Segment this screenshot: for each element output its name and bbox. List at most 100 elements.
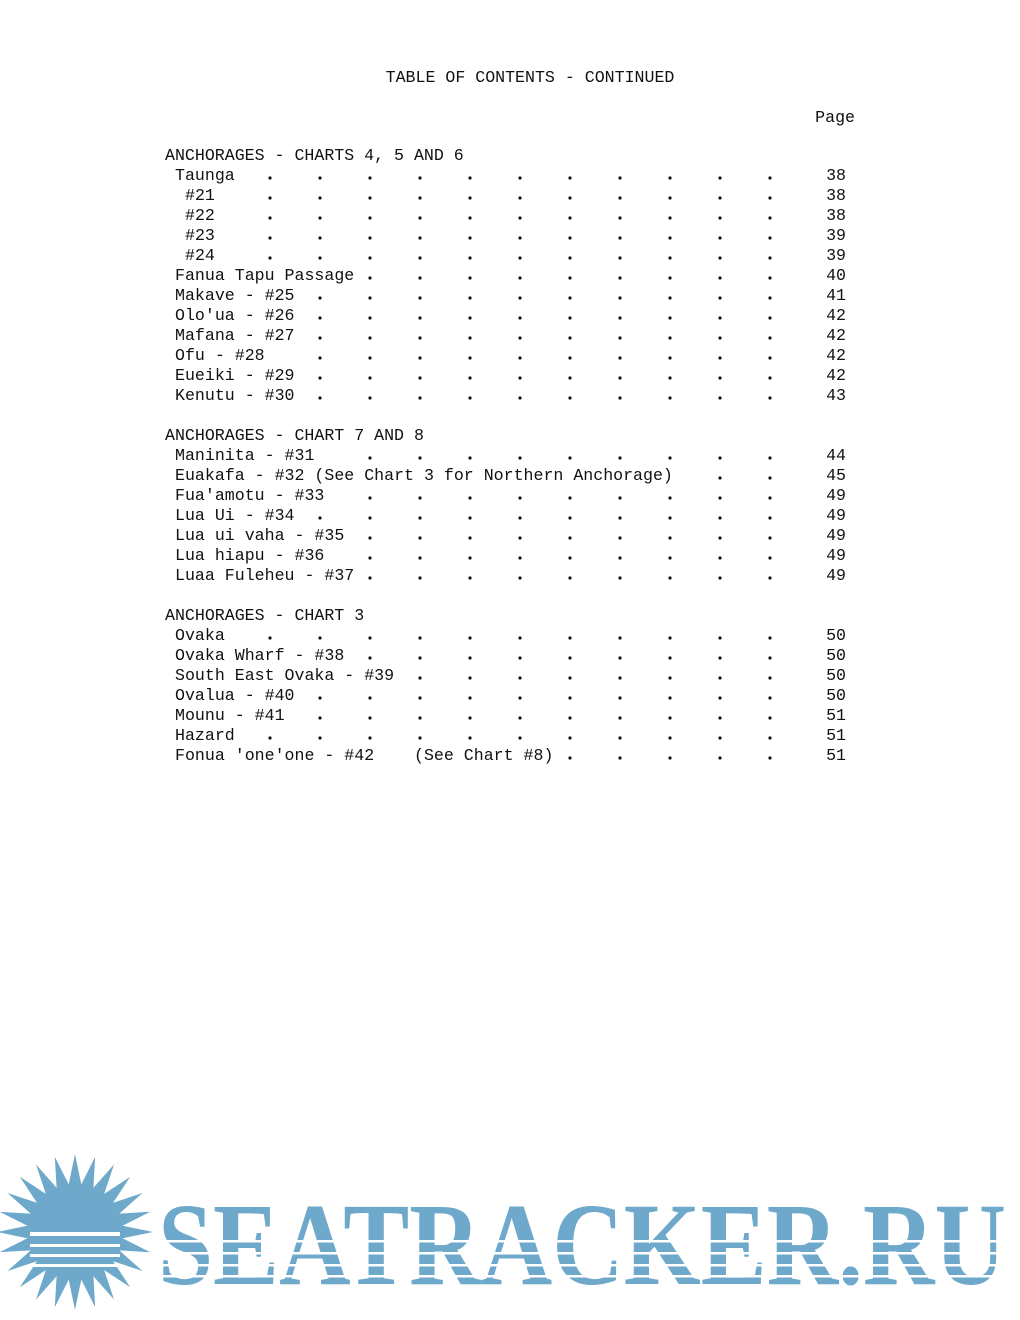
leader-dot: [618, 376, 622, 380]
leader-dot: [518, 516, 522, 520]
leader-dot: [618, 676, 622, 680]
leader-dot: [318, 336, 322, 340]
leader-dot: [418, 496, 422, 500]
leader-dot: [318, 296, 322, 300]
leader-dot: [368, 496, 372, 500]
leader-dot: [468, 196, 472, 200]
leader-dot: [768, 556, 772, 560]
leader-dot: [568, 316, 572, 320]
sun-cut: [30, 1232, 120, 1236]
entry-page: 51: [826, 726, 846, 745]
leader-dot: [618, 696, 622, 700]
leader-dot: [718, 696, 722, 700]
leader-dot: [368, 736, 372, 740]
entry-page: 44: [826, 446, 846, 465]
leader-dot: [718, 576, 722, 580]
entry-label: Fanua Tapu Passage: [175, 266, 354, 285]
leader-dot: [768, 396, 772, 400]
leader-dot: [668, 276, 672, 280]
leader-dot: [618, 316, 622, 320]
leader-dot: [768, 756, 772, 760]
leader-dot: [418, 716, 422, 720]
leader-dot: [568, 236, 572, 240]
leader-dot: [718, 396, 722, 400]
leader-dot: [468, 456, 472, 460]
leader-dot: [318, 256, 322, 260]
leader-dot: [268, 256, 272, 260]
leader-dot: [418, 336, 422, 340]
leader-dot: [718, 316, 722, 320]
entry-page: 39: [826, 226, 846, 245]
entry-label: Fonua 'one'one - #42 (See Chart #8): [175, 746, 553, 765]
leader-dot: [518, 356, 522, 360]
leader-dot: [618, 496, 622, 500]
leader-dot: [768, 636, 772, 640]
leader-dot: [668, 336, 672, 340]
leader-dot: [668, 496, 672, 500]
leader-dot: [668, 756, 672, 760]
entry-label: South East Ovaka - #39: [175, 666, 394, 685]
leader-dot: [418, 256, 422, 260]
leader-dot: [668, 676, 672, 680]
leader-dot: [468, 276, 472, 280]
leader-dot: [418, 196, 422, 200]
leader-dot: [568, 176, 572, 180]
entry-page: 38: [826, 206, 846, 225]
leader-dot: [468, 336, 472, 340]
leader-dot: [618, 176, 622, 180]
leader-dot: [468, 356, 472, 360]
entry-label: Ofu - #28: [175, 346, 265, 365]
stripe: [155, 1275, 1015, 1278]
leader-dot: [518, 276, 522, 280]
leader-dot: [718, 376, 722, 380]
stripe: [155, 1252, 1015, 1255]
leader-dot: [468, 396, 472, 400]
leader-dot: [418, 296, 422, 300]
leader-dot: [668, 576, 672, 580]
leader-dot: [518, 676, 522, 680]
leader-dot: [568, 656, 572, 660]
leader-dot: [568, 676, 572, 680]
leader-dot: [618, 636, 622, 640]
leader-dot: [568, 756, 572, 760]
entry-label: Lua hiapu - #36: [175, 546, 324, 565]
leader-dot: [318, 216, 322, 220]
leader-dot: [768, 256, 772, 260]
leader-dot: [768, 656, 772, 660]
entry-label: Makave - #25: [175, 286, 295, 305]
leader-dot: [518, 396, 522, 400]
leader-dot: [768, 196, 772, 200]
entry-page: 39: [826, 246, 846, 265]
leader-dot: [718, 236, 722, 240]
entry-label: #22: [185, 206, 215, 225]
entry-page: 49: [826, 546, 846, 565]
leader-dot: [418, 376, 422, 380]
leader-dot: [668, 376, 672, 380]
leader-dot: [368, 236, 372, 240]
leader-dot: [768, 356, 772, 360]
leader-dot: [768, 496, 772, 500]
entry-label: Olo'ua - #26: [175, 306, 295, 325]
leader-dot: [368, 376, 372, 380]
entry-page: 43: [826, 386, 846, 405]
leader-dot: [768, 456, 772, 460]
leader-dot: [368, 216, 372, 220]
leader-dot: [368, 696, 372, 700]
leader-dot: [718, 736, 722, 740]
leader-dot: [618, 516, 622, 520]
entry-page: 51: [826, 706, 846, 725]
entry-page: 42: [826, 366, 846, 385]
leader-dot: [618, 736, 622, 740]
sun-stripe: [30, 1244, 120, 1247]
leader-dot: [768, 576, 772, 580]
leader-dot: [368, 296, 372, 300]
leader-dot: [368, 516, 372, 520]
entry-label: Ovaka: [175, 626, 225, 645]
leader-dot: [568, 356, 572, 360]
leader-dot: [668, 636, 672, 640]
leader-dot: [668, 176, 672, 180]
leader-dot: [618, 756, 622, 760]
leader-dot: [718, 756, 722, 760]
entry-page: 41: [826, 286, 846, 305]
